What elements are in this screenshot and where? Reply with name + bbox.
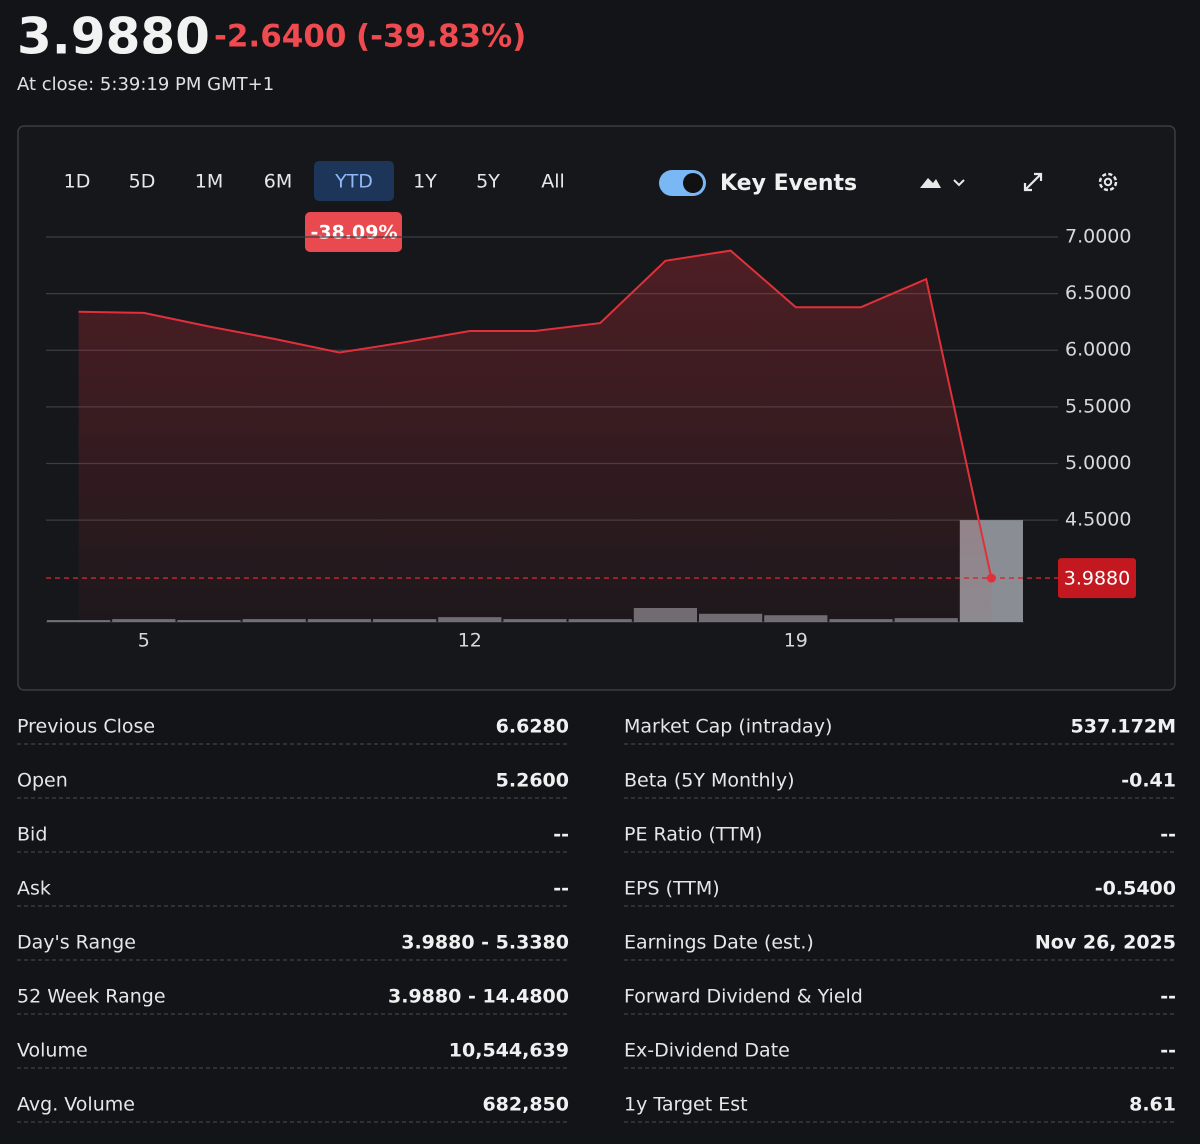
range-tab[interactable]: 1D [64, 171, 91, 193]
range-tab[interactable]: YTD [334, 171, 373, 193]
stats-table: Previous Close 6.6280 Open 5.2600 Bid -- Ask --… [17, 716, 1176, 1123]
plot: 4.5000 5.0000 5.5000 6.0000 6.5000 7.0000 5 12 1… [46, 226, 1136, 652]
stat-value: -- [1160, 986, 1176, 1008]
stat-label: Open [17, 770, 68, 792]
stat-label: 52 Week Range [17, 986, 166, 1008]
key-events-label[interactable]: Key Events [720, 171, 857, 196]
tab-selected-bg[interactable] [314, 161, 394, 201]
stat-label: Bid [17, 824, 47, 846]
stat-label: Ex-Dividend Date [624, 1040, 790, 1062]
stat-value: -- [1160, 1040, 1176, 1062]
y-tick-label: 6.0000 [1065, 339, 1131, 361]
stat-value: Nov 26, 2025 [1035, 932, 1176, 954]
stat-label: Day's Range [17, 932, 136, 954]
chevron-icon [953, 179, 965, 187]
stat-value: -- [1160, 824, 1176, 846]
settings-button[interactable] [1098, 172, 1118, 192]
stat-label: Previous Close [17, 716, 155, 738]
stat-value: 682,850 [482, 1094, 569, 1116]
x-tick-label: 19 [784, 630, 808, 652]
stat-label: PE Ratio (TTM) [624, 824, 762, 846]
expand-icon [1023, 172, 1043, 192]
range-tab[interactable]: 6M [264, 171, 292, 193]
price-area [78, 250, 992, 622]
stat-value: -- [553, 824, 569, 846]
last-price-box [1058, 558, 1136, 599]
stat-value: 3.9880 - 14.4800 [388, 986, 569, 1008]
key-events-toggle[interactable] [659, 170, 706, 196]
stat-label: Earnings Date (est.) [624, 932, 814, 954]
range-tab[interactable]: 5Y [476, 171, 500, 193]
stat-label: Volume [17, 1040, 88, 1062]
range-tab[interactable]: 1M [195, 171, 223, 193]
stat-label: Ask [17, 878, 51, 900]
stat-value: 6.6280 [496, 716, 569, 738]
stat-label: Forward Dividend & Yield [624, 986, 863, 1008]
stat-value: 8.61 [1129, 1094, 1176, 1116]
close-time: At close: 5:39:19 PM GMT+1 [17, 74, 274, 95]
stat-label: Beta (5Y Monthly) [624, 770, 795, 792]
stat-value: 537.172M [1071, 716, 1176, 738]
range-change: -38.09% [310, 222, 397, 244]
y-tick-label: 5.0000 [1065, 452, 1131, 474]
gear-center [1103, 177, 1113, 187]
stat-label: EPS (TTM) [624, 878, 720, 900]
y-tick-label: 4.5000 [1065, 509, 1131, 531]
stat-value: -0.5400 [1095, 878, 1176, 900]
expand-button[interactable] [1023, 172, 1043, 192]
range-tab[interactable]: All [541, 171, 565, 193]
last-price-label: 3.9880 [1064, 568, 1130, 590]
mountain-icon [920, 178, 941, 188]
chart-type-button[interactable] [920, 178, 965, 188]
stat-value: 3.9880 - 5.3380 [401, 932, 569, 954]
x-tick-label: 12 [458, 630, 482, 652]
stat-value: 5.2600 [496, 770, 569, 792]
x-tick-label: 5 [138, 630, 150, 652]
y-tick-label: 5.5000 [1065, 395, 1131, 417]
change-percent: (-39.83%) [356, 19, 526, 55]
range-change-badge [305, 212, 402, 252]
last-point [986, 573, 996, 583]
change: -2.6400 [214, 19, 347, 55]
toggle-knob[interactable] [683, 173, 703, 193]
stat-label: Market Cap (intraday) [624, 716, 832, 738]
y-tick-label: 7.0000 [1065, 226, 1131, 248]
stat-value: 10,544,639 [449, 1040, 569, 1062]
range-tabs: 1D 5D 1M 6M YTD 1Y 5Y All [64, 161, 565, 201]
y-tick-label: 6.5000 [1065, 282, 1131, 304]
price-line [78, 249, 993, 579]
stat-label: Avg. Volume [17, 1094, 135, 1116]
stat-value: -0.41 [1121, 770, 1176, 792]
stat-value: -- [553, 878, 569, 900]
stat-label: 1y Target Est [624, 1094, 748, 1116]
range-tab[interactable]: 1Y [413, 171, 437, 193]
gear-icon [1098, 172, 1118, 192]
range-tab[interactable]: 5D [129, 171, 156, 193]
price: 3.9880 [17, 8, 210, 66]
